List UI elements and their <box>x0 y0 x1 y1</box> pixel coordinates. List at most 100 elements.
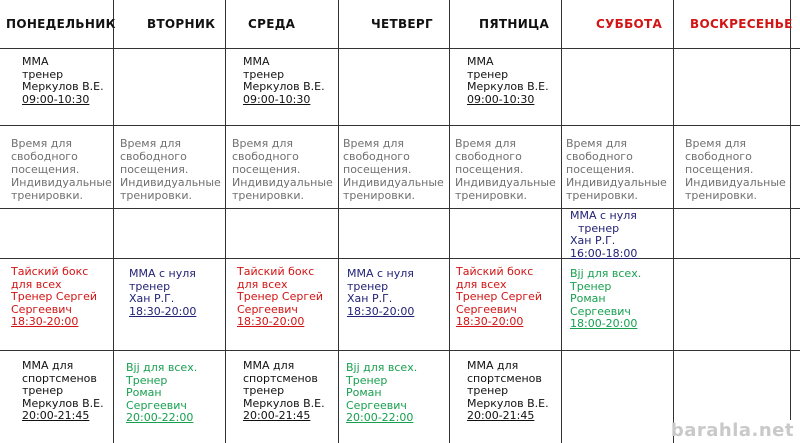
class-mma-friday: ММА тренер Меркулов В.Е. 09:00-10:30 <box>467 55 549 106</box>
class-title: Тайский бокс <box>456 265 534 278</box>
free-line: тренировки. <box>120 189 192 202</box>
free-time-thursday: Время для свободного посещения. Индивиду… <box>343 137 444 202</box>
free-line: свободного <box>685 150 752 163</box>
class-trainer: Роман <box>346 386 382 399</box>
free-line: тренировки. <box>11 189 83 202</box>
grid-line <box>338 0 339 443</box>
free-line: тренировки. <box>455 189 527 202</box>
class-subtitle: для всех <box>237 277 288 291</box>
free-line: тренировки. <box>343 189 415 202</box>
class-subtitle: спортсменов <box>22 371 97 385</box>
free-line: Индивидуальные <box>685 176 786 189</box>
free-line: Время для <box>11 137 72 150</box>
free-time-saturday: Время для свободного посещения. Индивиду… <box>566 137 667 202</box>
class-trainer: Меркулов В.Е. <box>467 396 549 410</box>
free-time-monday: Время для свободного посещения. Индивиду… <box>11 137 112 202</box>
class-mma-monday: ММА тренер Меркулов В.Е. 09:00-10:30 <box>22 55 104 106</box>
free-time-friday: Время для свободного посещения. Индивиду… <box>455 137 556 202</box>
grid-line <box>673 0 674 443</box>
grid-line <box>790 0 791 420</box>
class-bjj-tuesday: Bjj для всех. Тренер Роман Сергеевич 20:… <box>126 361 197 425</box>
grid-line <box>449 0 450 443</box>
class-time: 18:30-20:00 <box>456 315 524 328</box>
class-trainer: Меркулов В.Е. <box>22 396 104 410</box>
class-mma-wednesday: ММА тренер Меркулов В.Е. 09:00-10:30 <box>243 55 325 106</box>
grid-line <box>0 258 800 259</box>
class-trainer: Тренер Сергей <box>237 290 324 303</box>
day-header-saturday: СУББОТА <box>596 17 663 31</box>
class-mma-beginners-thursday: ММА с нуля тренер Хан Р.Г. 18:30-20:00 <box>347 267 415 318</box>
class-title: Bjj для всех. <box>570 267 642 280</box>
class-role: тренер <box>243 67 285 81</box>
class-subtitle: спортсменов <box>243 371 318 385</box>
day-header-thursday: ЧЕТВЕРГ <box>371 17 433 31</box>
free-line: Индивидуальные <box>343 176 444 189</box>
class-thai-boxing-wednesday: Тайский бокс для всех Тренер Сергей Серг… <box>237 265 324 329</box>
class-time: 20:00-21:45 <box>243 409 311 422</box>
class-title: ММА <box>22 55 49 68</box>
class-mma-athletes-wednesday: ММА для спортсменов тренер Меркулов В.Е.… <box>243 359 325 423</box>
class-trainer: Сергеевич <box>570 304 631 318</box>
free-line: посещения. <box>566 163 635 176</box>
grid-line <box>0 125 800 126</box>
class-role: Тренер <box>126 373 168 387</box>
day-header-wednesday: СРЕДА <box>248 17 296 31</box>
grid-line <box>561 0 562 443</box>
class-mma-athletes-friday: ММА для спортсменов тренер Меркулов В.Е.… <box>467 359 549 423</box>
class-time: 16:00-18:00 <box>570 246 638 260</box>
grid-line <box>0 48 800 49</box>
class-title: ММА с нуля <box>570 209 637 222</box>
free-time-tuesday: Время для свободного посещения. Индивиду… <box>120 137 221 202</box>
free-line: Время для <box>343 137 404 150</box>
class-time: 18:30-20:00 <box>237 315 305 328</box>
free-line: Время для <box>232 137 293 150</box>
class-time: 18:30-20:00 <box>347 304 415 318</box>
free-line: Время для <box>685 137 746 150</box>
class-bjj-saturday: Bjj для всех. Тренер Роман Сергеевич 18:… <box>570 267 642 331</box>
free-line: тренировки. <box>566 189 638 202</box>
class-trainer: Сергеевич <box>11 302 72 316</box>
class-time: 09:00-10:30 <box>243 92 311 106</box>
free-line: Время для <box>566 137 627 150</box>
class-title: ММА для <box>22 359 74 372</box>
class-time: 18:30-20:00 <box>129 304 197 318</box>
watermark: barahla.net <box>670 420 794 441</box>
grid-line <box>0 350 800 351</box>
free-line: свободного <box>343 150 410 163</box>
class-trainer: Сергеевич <box>237 302 298 316</box>
grid-line <box>0 208 800 209</box>
class-title: ММА для <box>467 359 519 372</box>
free-line: посещения. <box>455 163 524 176</box>
class-subtitle: спортсменов <box>467 371 542 385</box>
class-title: Тайский бокс <box>11 265 89 278</box>
free-line: Индивидуальные <box>11 176 112 189</box>
class-time: 09:00-10:30 <box>467 92 535 106</box>
class-title: ММА с нуля <box>347 267 414 280</box>
class-time: 20:00-22:00 <box>126 411 194 424</box>
grid-line <box>225 0 226 443</box>
class-role: тренер <box>467 67 509 81</box>
class-role: тренер <box>243 384 285 397</box>
class-title: ММА для <box>243 359 295 372</box>
class-title: ММА <box>243 55 270 68</box>
day-header-friday: ПЯТНИЦА <box>479 17 550 31</box>
grid-line <box>113 0 114 443</box>
free-line: Индивидуальные <box>455 176 556 189</box>
class-role: тренер <box>578 221 620 235</box>
class-trainer: Меркулов В.Е. <box>243 396 325 410</box>
free-line: Индивидуальные <box>232 176 333 189</box>
free-line: тренировки. <box>685 189 757 202</box>
class-time: 20:00-21:45 <box>22 409 90 422</box>
free-time-sunday: Время для свободного посещения. Индивиду… <box>685 137 786 202</box>
class-trainer: Хан Р.Г. <box>129 292 175 305</box>
class-trainer: Меркулов В.Е. <box>467 80 549 93</box>
free-line: посещения. <box>120 163 189 176</box>
free-line: Время для <box>120 137 181 150</box>
free-line: свободного <box>120 150 187 163</box>
free-line: тренировки. <box>232 189 304 202</box>
class-trainer: Роман <box>126 386 162 399</box>
class-mma-beginners-tuesday: ММА с нуля тренер Хан Р.Г. 18:30-20:00 <box>129 267 197 318</box>
day-header-sunday: ВОСКРЕСЕНЬЕ <box>690 17 793 31</box>
free-line: посещения. <box>343 163 412 176</box>
class-trainer: Тренер Сергей <box>11 290 98 303</box>
